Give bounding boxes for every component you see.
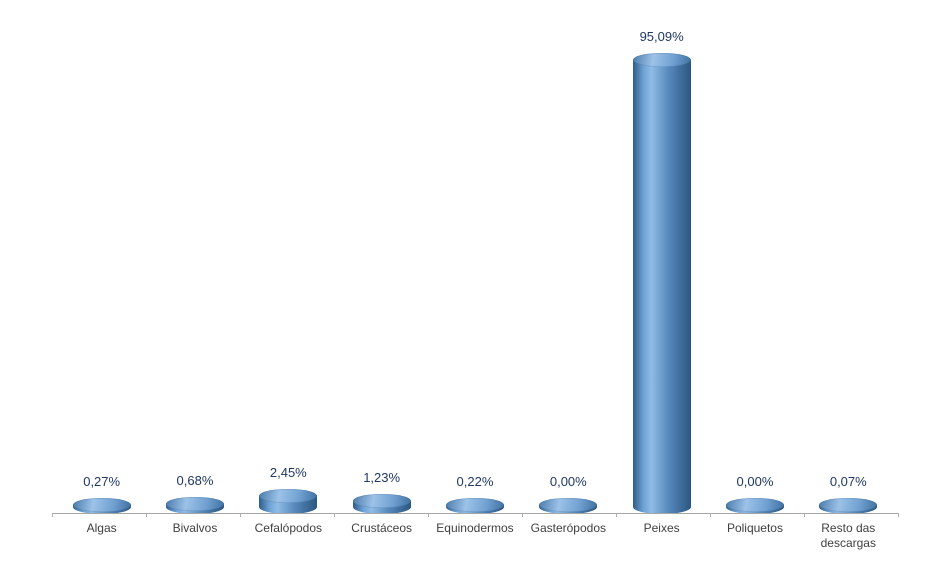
cylinder-top-ellipse bbox=[539, 497, 598, 512]
cylinder-top-ellipse bbox=[632, 53, 691, 68]
bar-group: 0,00% bbox=[522, 14, 615, 514]
value-label: 0,22% bbox=[456, 473, 494, 489]
bars-row: 0,27% 0,68% 2,45% 1,23% 0,22% 0,00% 95,09% 0,00… bbox=[55, 14, 895, 514]
bar-cylinder bbox=[725, 497, 784, 514]
bar-group: 1,23% bbox=[335, 14, 428, 514]
plot-area: 0,27% 0,68% 2,45% 1,23% 0,22% 0,00% 95,09% 0,00… bbox=[52, 14, 899, 517]
cylinder-top-ellipse bbox=[259, 488, 318, 503]
bar-cylinder bbox=[632, 53, 691, 514]
bar-group: 0,68% bbox=[148, 14, 241, 514]
value-label: 0,00% bbox=[549, 473, 587, 489]
cylinder-top-ellipse bbox=[72, 497, 131, 512]
axis-tick bbox=[52, 513, 53, 517]
value-label: 0,07% bbox=[829, 473, 867, 489]
cylinder-top-ellipse bbox=[352, 494, 411, 509]
axis-tick bbox=[804, 513, 805, 517]
category-label: Cefalópodos bbox=[254, 521, 323, 535]
bar-cylinder bbox=[352, 494, 411, 514]
axis-tick bbox=[522, 513, 523, 517]
category-labels-row: Algas Bivalvos Cefalópodos Crustáceos Equino… bbox=[55, 521, 895, 551]
value-label: 95,09% bbox=[639, 29, 684, 45]
value-label: 1,23% bbox=[363, 470, 401, 486]
axis-tick bbox=[146, 513, 147, 517]
cylinder-top-ellipse bbox=[725, 497, 784, 512]
cylinder-top-ellipse bbox=[445, 497, 504, 512]
value-label: 0,27% bbox=[83, 473, 121, 489]
category-label: Bivalvos bbox=[172, 521, 218, 535]
value-label: 0,00% bbox=[736, 473, 774, 489]
bar-group: 0,27% bbox=[55, 14, 148, 514]
axis-tick bbox=[710, 513, 711, 517]
bar-group: 0,22% bbox=[428, 14, 521, 514]
bar-cylinder bbox=[72, 497, 131, 514]
axis-tick bbox=[428, 513, 429, 517]
axis-tick bbox=[615, 513, 617, 517]
value-label: 2,45% bbox=[269, 464, 307, 480]
axis-tick bbox=[333, 513, 335, 517]
bar-cylinder bbox=[445, 497, 504, 514]
bar-cylinder bbox=[165, 496, 224, 514]
bar-cylinder bbox=[539, 497, 598, 514]
category-label: Peixes bbox=[643, 521, 680, 535]
axis-tick bbox=[898, 513, 899, 517]
category-label: Gasterópodos bbox=[530, 521, 606, 535]
category-label: Algas bbox=[86, 521, 117, 535]
category-label: Equinodermos bbox=[436, 521, 514, 535]
bar-group: 95,09% bbox=[615, 14, 708, 514]
cylinder-body bbox=[632, 60, 691, 514]
cylinder-top-ellipse bbox=[819, 497, 878, 512]
x-axis-line bbox=[52, 513, 899, 517]
category-label: Resto das descargas bbox=[820, 521, 876, 550]
bar-group: 0,07% bbox=[802, 14, 895, 514]
cylinder-top-ellipse bbox=[165, 496, 224, 511]
bar-group: 0,00% bbox=[708, 14, 801, 514]
value-label: 0,68% bbox=[176, 472, 214, 488]
category-label: Crustáceos bbox=[351, 521, 412, 535]
bar-cylinder bbox=[259, 488, 318, 514]
axis-tick bbox=[240, 513, 241, 517]
bar-group: 2,45% bbox=[242, 14, 335, 514]
bar-cylinder bbox=[819, 497, 878, 514]
category-label: Poliquetos bbox=[726, 521, 783, 535]
